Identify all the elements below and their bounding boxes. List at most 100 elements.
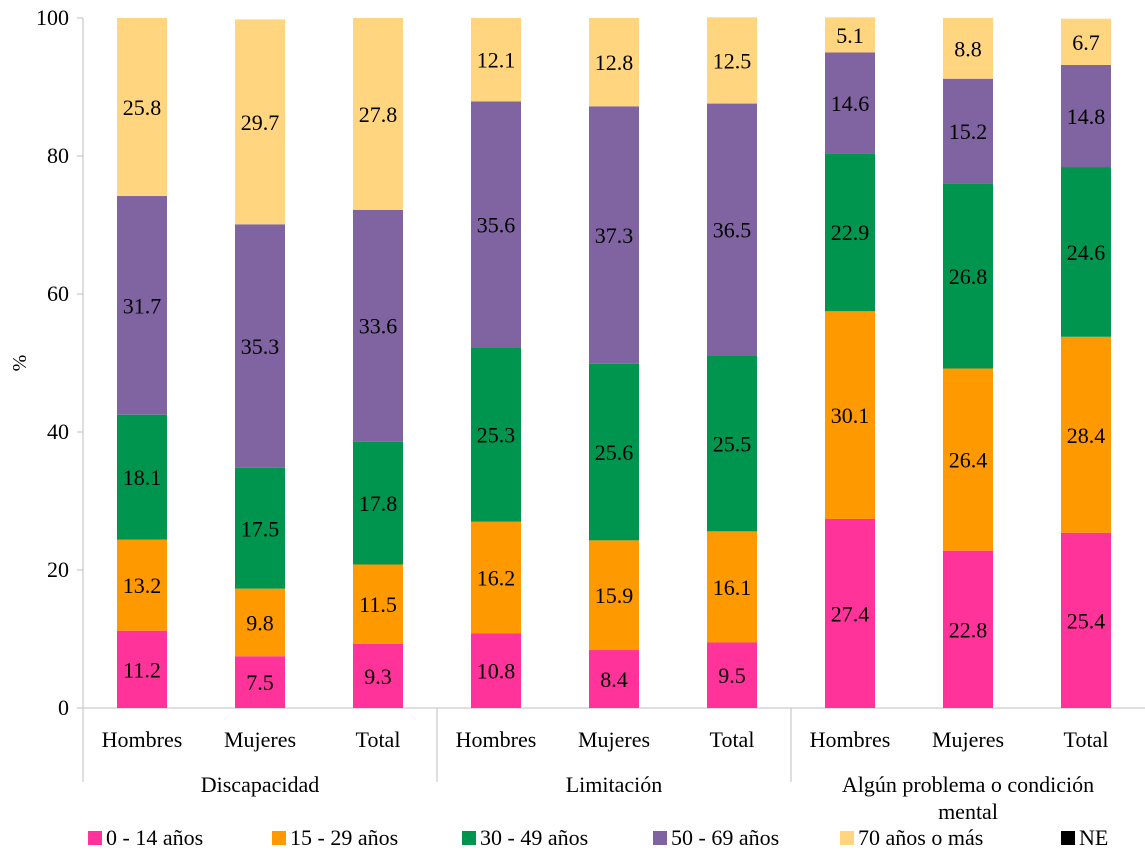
- bar-segment: [589, 540, 639, 651]
- axes: 0 20 40 60 80 100%: [9, 5, 1145, 782]
- y-tick-label: 20: [47, 557, 69, 582]
- data-label: 29.7: [241, 110, 280, 135]
- data-label: 11.2: [123, 657, 161, 682]
- data-label: 12.5: [713, 48, 752, 73]
- group-label-line: Algún problema o condición: [842, 772, 1094, 797]
- legend-swatch: [1061, 831, 1075, 845]
- data-label: 9.8: [246, 610, 274, 635]
- data-label: 16.1: [713, 575, 752, 600]
- data-label: 8.4: [600, 667, 628, 692]
- data-label: 9.5: [718, 663, 746, 688]
- bar-segment: [1061, 167, 1111, 337]
- bar-segment: [471, 521, 521, 634]
- bar-segment: [825, 52, 875, 154]
- category-label: Hombres: [810, 727, 891, 752]
- bar-segment: [235, 19, 285, 225]
- data-label: 37.3: [595, 223, 634, 248]
- bar-segment: [943, 183, 993, 369]
- legend-swatch: [840, 831, 854, 845]
- data-label: 27.4: [831, 601, 870, 626]
- data-label: 31.7: [123, 293, 162, 318]
- bar-segment: [235, 224, 285, 468]
- y-tick-label: 80: [47, 143, 69, 168]
- data-label: 22.8: [949, 617, 988, 642]
- data-label: 14.6: [831, 91, 870, 116]
- data-label: 22.9: [831, 220, 870, 245]
- category-label: Hombres: [456, 727, 537, 752]
- category-label: Mujeres: [578, 727, 650, 752]
- data-label: 18.1: [123, 465, 162, 490]
- legend-label: 15 - 29 años: [290, 825, 398, 850]
- y-tick-label: 40: [47, 419, 69, 444]
- data-label: 26.4: [949, 448, 988, 473]
- bar-segment: [117, 539, 167, 631]
- bars: [117, 17, 1111, 708]
- bar-segment: [353, 564, 403, 644]
- data-label: 5.1: [836, 23, 864, 48]
- bar-segment: [117, 414, 167, 540]
- data-label: 14.8: [1067, 104, 1106, 129]
- data-label: 8.8: [954, 36, 982, 61]
- bar-segment: [117, 18, 167, 197]
- data-label: 16.2: [477, 566, 516, 591]
- bar-segment: [825, 153, 875, 312]
- category-label: Total: [356, 727, 401, 752]
- bar-segment: [117, 196, 167, 415]
- bar-segment: [117, 630, 167, 708]
- category-label: Total: [710, 727, 755, 752]
- bar-segment: [1061, 64, 1111, 168]
- data-label: 12.1: [477, 48, 516, 73]
- data-label: 11.5: [359, 592, 397, 617]
- data-label: 25.3: [477, 422, 516, 447]
- data-label: 30.1: [831, 403, 870, 428]
- bar-segment: [707, 642, 757, 708]
- bar-segment: [471, 18, 521, 102]
- data-label: 35.6: [477, 212, 516, 237]
- bar-segment: [589, 18, 639, 107]
- data-label: 17.5: [241, 516, 280, 541]
- bar-segment: [235, 588, 285, 657]
- bar-segment: [471, 101, 521, 348]
- data-label: 17.8: [359, 491, 398, 516]
- bar-segment: [589, 106, 639, 364]
- category-label: Hombres: [102, 727, 183, 752]
- data-label: 28.4: [1067, 423, 1106, 448]
- data-label: 33.6: [359, 314, 398, 339]
- bar-segment: [353, 643, 403, 708]
- bar-segment: [471, 347, 521, 522]
- data-label: 24.6: [1067, 240, 1106, 265]
- bar-segment: [235, 656, 285, 708]
- legend-swatch: [272, 831, 286, 845]
- data-label: 12.8: [595, 50, 634, 75]
- group-label: Limitación: [566, 772, 663, 797]
- legend-swatch: [653, 831, 667, 845]
- y-tick-label: 0: [58, 695, 69, 720]
- bar-segment: [707, 103, 757, 356]
- y-tick-label: 100: [36, 5, 69, 30]
- bar-segment: [1061, 532, 1111, 708]
- group-label: Algún problema o condición mental: [842, 772, 1094, 824]
- legend-label: 30 - 49 años: [480, 825, 588, 850]
- bar-segment: [235, 467, 285, 589]
- legend: 0 - 14 años 15 - 29 años 30 - 49 años 50 - …: [88, 825, 1108, 850]
- bar-segment: [943, 368, 993, 551]
- bar-segment: [471, 633, 521, 708]
- data-label: 15.9: [595, 583, 634, 608]
- data-label: 9.3: [364, 664, 392, 689]
- data-label: 7.5: [246, 670, 274, 695]
- bar-segment: [1061, 336, 1111, 533]
- bar-segment: [825, 518, 875, 708]
- data-label: 35.3: [241, 334, 280, 359]
- bar-segment: [353, 209, 403, 442]
- category-label: Mujeres: [224, 727, 296, 752]
- data-label: 13.2: [123, 573, 162, 598]
- legend-label: 0 - 14 años: [106, 825, 203, 850]
- y-axis-title: %: [9, 355, 31, 372]
- data-label: 25.5: [713, 431, 752, 456]
- bar-segment: [943, 78, 993, 184]
- data-label: 26.8: [949, 264, 988, 289]
- x-axis-labels: Hombres Mujeres Total Discapacidad Hombres Mu…: [102, 727, 1109, 824]
- bar-segment: [1061, 18, 1111, 65]
- bar-segment: [589, 363, 639, 541]
